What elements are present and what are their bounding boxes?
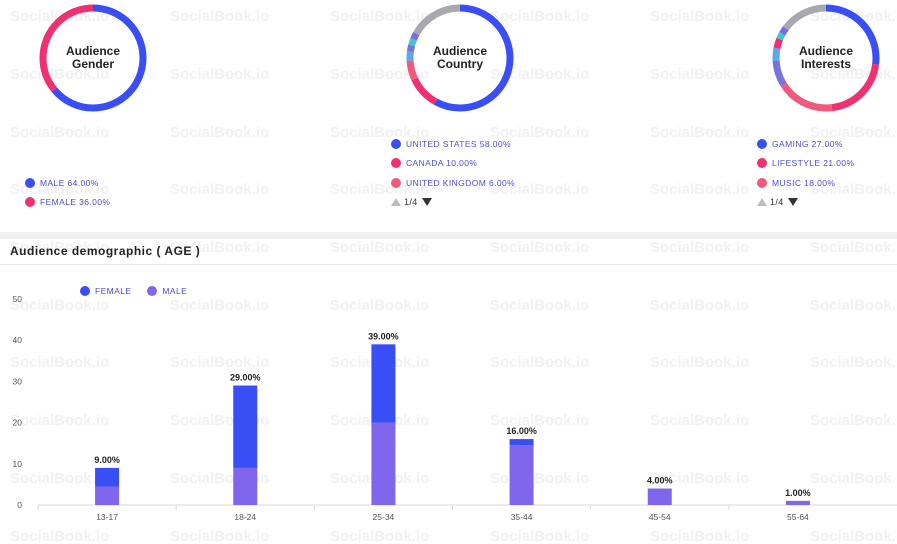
donut-segment[interactable] — [772, 4, 880, 112]
demographic-title: Audience demographic ( AGE ) — [10, 244, 201, 258]
bar-female[interactable] — [371, 344, 396, 423]
country-donut-chart — [406, 4, 514, 112]
donut-segment[interactable] — [772, 4, 880, 112]
legend-dot-icon — [391, 138, 401, 149]
donut-segment[interactable] — [406, 4, 514, 112]
legend-item-female[interactable]: FEMALE — [80, 281, 131, 301]
donut-segment[interactable] — [39, 4, 147, 112]
page-indicator: 1/4 — [404, 196, 418, 207]
country-card: Audience Country UNITED STATES 58.00% CA… — [360, 0, 600, 232]
x-tick-label: 45-54 — [649, 512, 671, 522]
y-tick-label: 40 — [13, 335, 23, 345]
legend-label: MUSIC 18.00% — [772, 177, 836, 188]
legend-label: UNITED KINGDOM 6.00% — [406, 177, 516, 188]
x-tick-label: 25-34 — [373, 512, 395, 522]
interests-donut: Audience Interests — [771, 3, 881, 113]
y-tick-label: 20 — [13, 418, 23, 428]
section-divider — [0, 232, 897, 239]
legend-dot-icon — [757, 177, 767, 188]
interests-card: Audience Interests GAMING 27.00% LIFESTY… — [740, 0, 897, 232]
x-tick-label: 18-24 — [234, 512, 256, 522]
prev-page-icon[interactable] — [391, 197, 401, 206]
bar-value-label: 29.00% — [230, 373, 261, 383]
legend-item-canada: CANADA 10.00% — [391, 154, 515, 174]
audience-overview: Audience Gender MALE 64.00% FEMALE 36.00… — [0, 0, 897, 232]
donut-segment[interactable] — [772, 4, 880, 112]
legend-dot-icon — [757, 158, 767, 169]
legend-label: CANADA 10.00% — [406, 158, 478, 169]
next-page-icon[interactable] — [787, 197, 798, 206]
bar-male[interactable] — [95, 486, 120, 505]
bar-male[interactable] — [785, 500, 810, 505]
y-tick-label: 50 — [13, 294, 23, 304]
x-tick-label: 13-17 — [96, 512, 118, 522]
next-page-icon[interactable] — [421, 197, 432, 206]
country-pager: 1/4 — [391, 195, 515, 209]
legend-label: LIFESTYLE 21.00% — [772, 158, 855, 169]
legend-item-gaming: GAMING 27.00% — [757, 134, 854, 154]
interests-pager: 1/4 — [757, 195, 854, 209]
bar-value-label: 9.00% — [94, 455, 120, 465]
gender-legend: MALE 64.00% FEMALE 36.00% — [25, 173, 110, 212]
bar-male[interactable] — [509, 445, 534, 505]
legend-item-united-kingdom: UNITED KINGDOM 6.00% — [391, 173, 515, 193]
legend-dot-icon — [25, 177, 35, 188]
bar-value-label: 4.00% — [647, 476, 673, 486]
gender-donut-chart — [39, 4, 147, 112]
prev-page-icon[interactable] — [757, 197, 767, 206]
bar-male[interactable] — [233, 467, 258, 505]
legend-dot-icon — [391, 177, 401, 188]
legend-label: FEMALE — [95, 285, 132, 296]
legend-dot-icon — [147, 285, 158, 296]
bar-female[interactable] — [95, 467, 120, 487]
bar-female[interactable] — [509, 439, 534, 446]
legend-label: MALE 64.00% — [40, 177, 99, 188]
country-legend: UNITED STATES 58.00% CANADA 10.00% UNITE… — [391, 134, 515, 209]
bar-male[interactable] — [647, 488, 672, 505]
legend-dot-icon — [391, 158, 401, 169]
country-title: Audience Country — [432, 44, 487, 71]
gender-card: Audience Gender MALE 64.00% FEMALE 36.00… — [0, 0, 240, 232]
gender-donut: Audience Gender — [38, 3, 148, 113]
x-tick-label: 55-64 — [787, 512, 809, 522]
x-tick-label: 35-44 — [511, 512, 533, 522]
title-divider — [0, 264, 897, 265]
page-indicator: 1/4 — [770, 196, 784, 207]
bar-male[interactable] — [371, 422, 396, 505]
legend-item-music: MUSIC 18.00% — [757, 173, 854, 193]
interests-title: Audience Interests — [798, 44, 853, 71]
legend-dot-icon — [25, 197, 35, 208]
bar-value-label: 1.00% — [785, 488, 811, 498]
legend-item-male: MALE 64.00% — [25, 173, 110, 193]
y-tick-label: 10 — [13, 459, 23, 469]
country-donut: Audience Country — [405, 3, 515, 113]
age-demographic-panel: Audience demographic ( AGE ) FEMALE MALE… — [0, 239, 897, 544]
legend-item-united-states: UNITED STATES 58.00% — [391, 134, 515, 154]
legend-label: UNITED STATES 58.00% — [406, 138, 511, 149]
age-bar-chart: 0 10 20 30 40 50 9.00% 13-17 29.00% 18-24 39.00% 25… — [13, 294, 897, 522]
legend-label: MALE — [162, 285, 188, 296]
legend-dot-icon — [80, 285, 90, 296]
legend-label: GAMING 27.00% — [772, 138, 843, 149]
interests-legend: GAMING 27.00% LIFESTYLE 21.00% MUSIC 18.… — [757, 134, 854, 209]
donut-segment[interactable] — [406, 4, 514, 112]
legend-label: FEMALE 36.00% — [40, 197, 111, 208]
gender-title: Audience Gender — [65, 44, 120, 71]
y-tick-label: 30 — [13, 376, 23, 386]
legend-item-lifestyle: LIFESTYLE 21.00% — [757, 154, 854, 174]
bar-female[interactable] — [233, 385, 258, 468]
chart-legend: FEMALE MALE — [80, 281, 203, 301]
bar-value-label: 39.00% — [368, 331, 399, 341]
bar-value-label: 16.00% — [506, 426, 537, 436]
legend-item-female: FEMALE 36.00% — [25, 193, 110, 213]
legend-item-male[interactable]: MALE — [147, 281, 187, 301]
legend-dot-icon — [757, 138, 767, 149]
interests-donut-chart — [772, 4, 880, 112]
y-tick-label: 0 — [17, 500, 22, 510]
